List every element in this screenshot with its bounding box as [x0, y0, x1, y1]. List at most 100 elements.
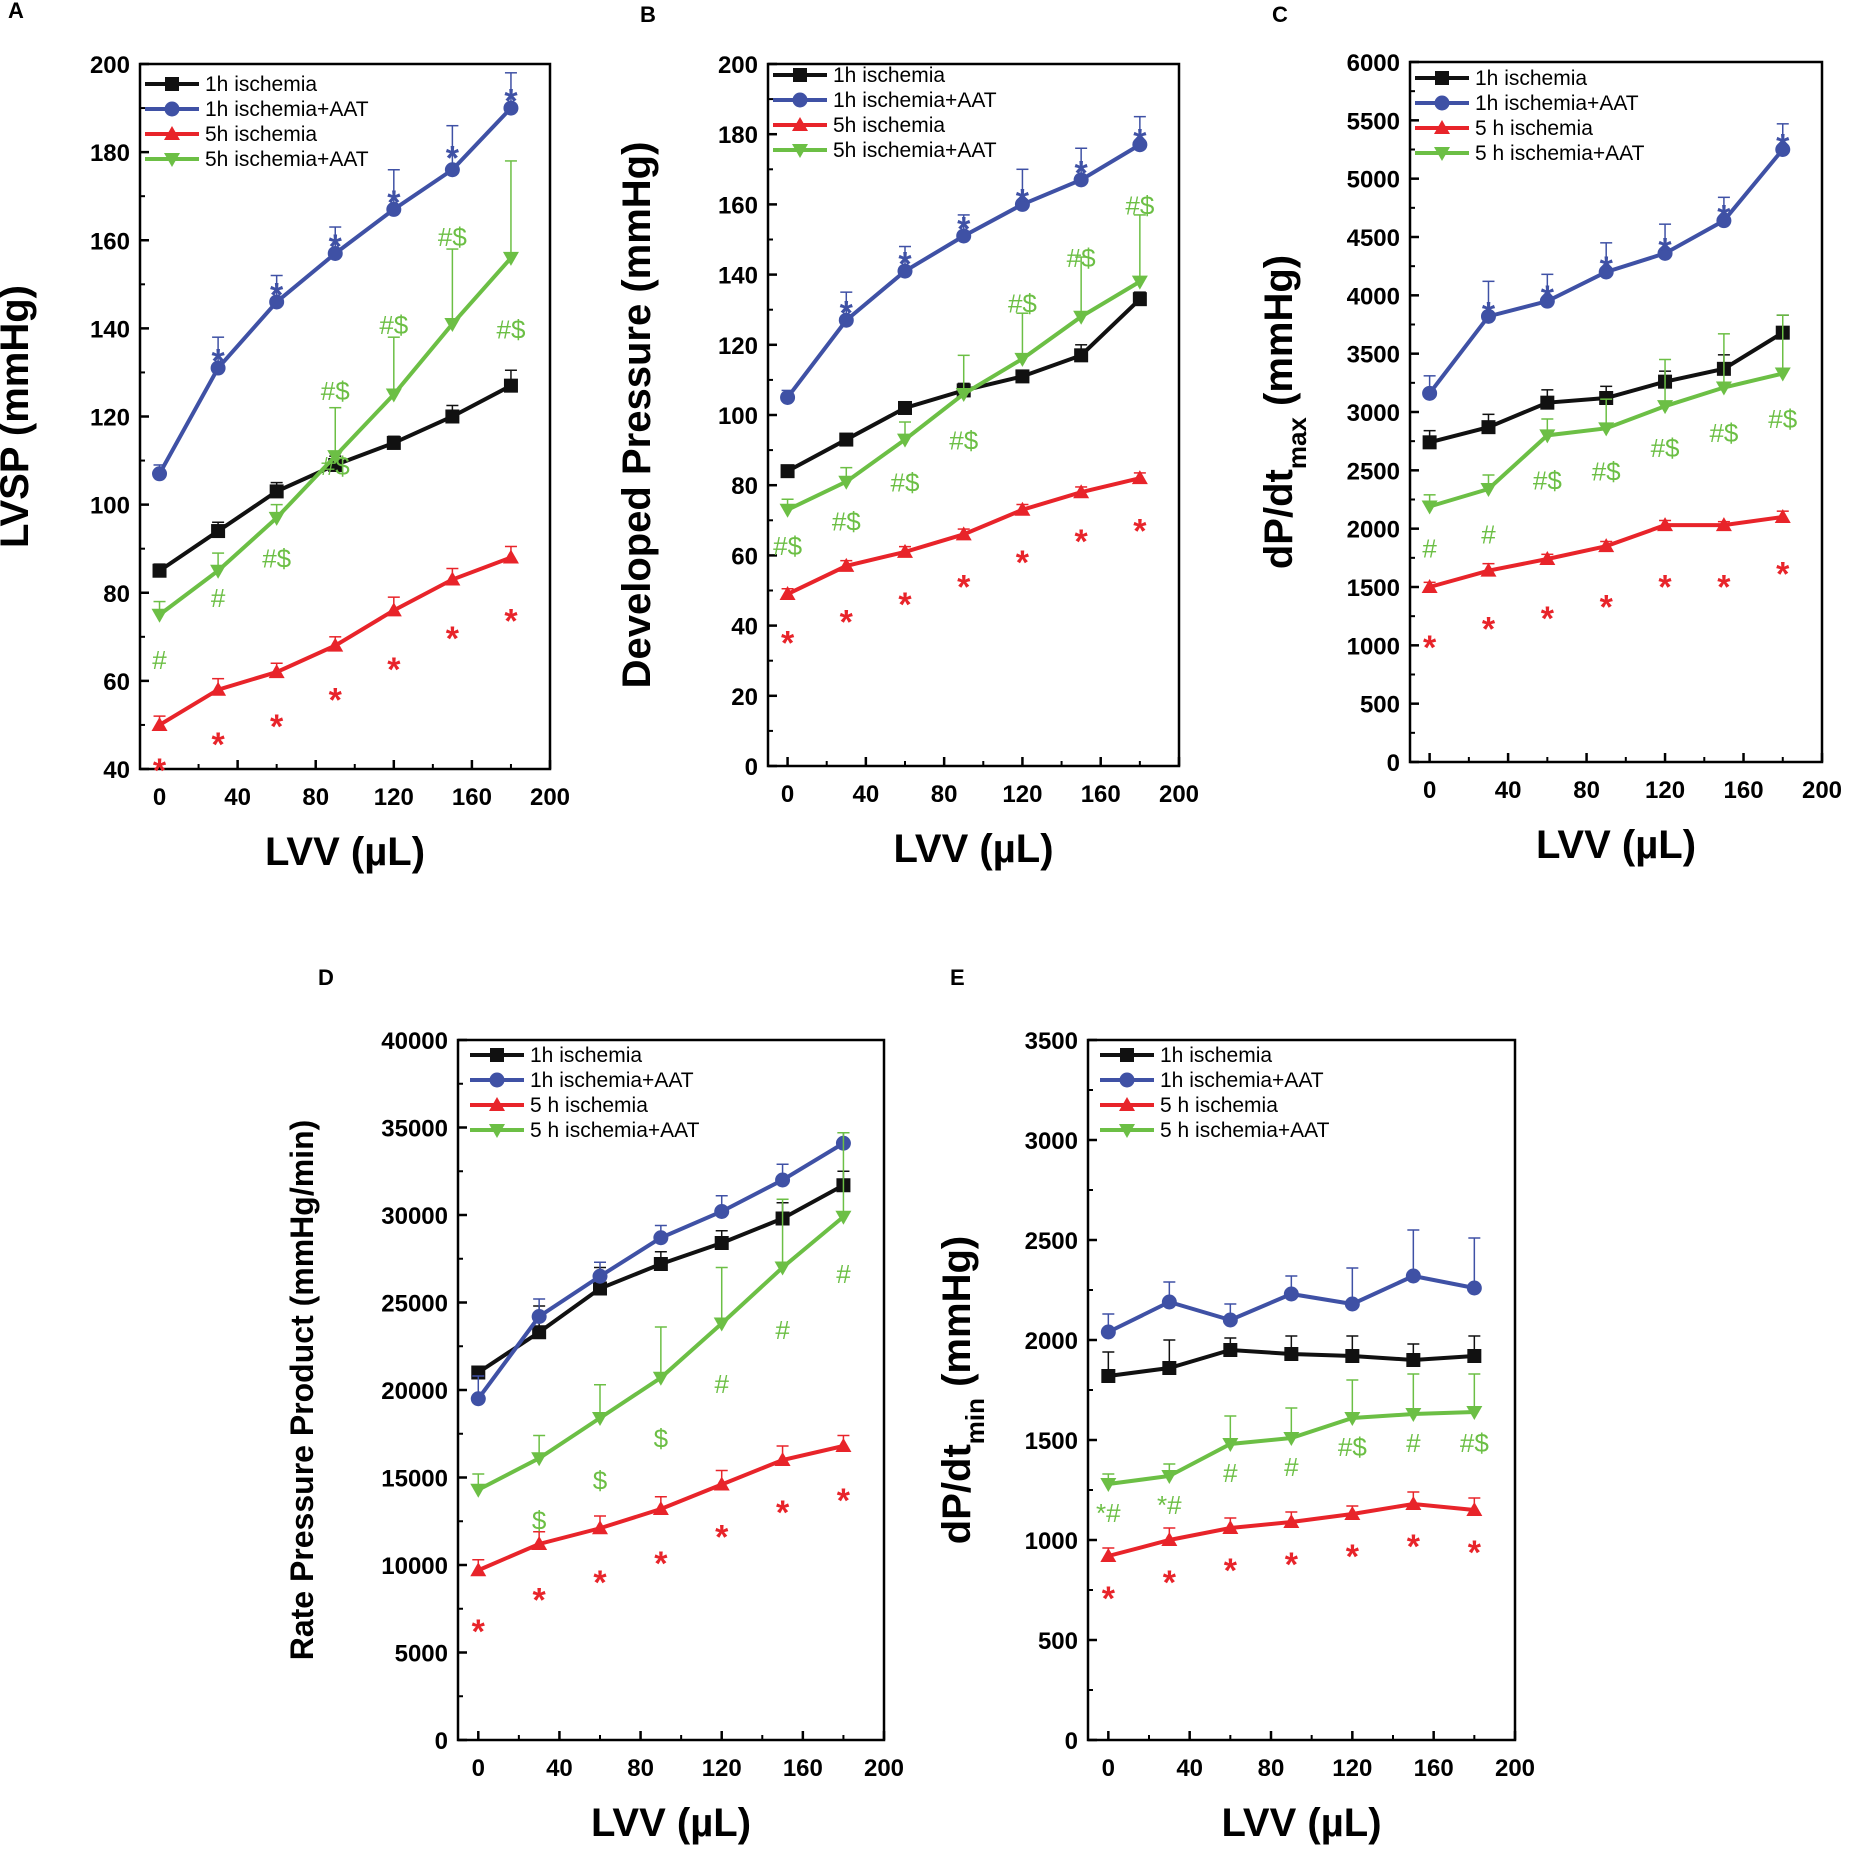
data-point	[1539, 551, 1556, 565]
significance-mark: #$	[1067, 243, 1096, 273]
series-green	[470, 1132, 852, 1498]
significance-mark: *	[1224, 1552, 1238, 1590]
data-point	[327, 245, 343, 261]
significance-mark: #$	[321, 376, 350, 406]
significance-mark: *	[211, 726, 225, 764]
data-point	[1421, 500, 1438, 515]
legend-marker	[489, 1097, 505, 1111]
y-tick-label: 25000	[381, 1291, 448, 1318]
data-point	[592, 1268, 608, 1284]
data-point	[1132, 292, 1147, 307]
data-point	[956, 228, 972, 244]
legend-entry: 1h ischemia+AAT	[1415, 92, 1639, 115]
data-point	[1014, 501, 1031, 516]
data-point	[1539, 429, 1556, 444]
x-tick-label: 120	[1645, 777, 1685, 804]
y-axis-title: dP/dtmin (mmHg)	[935, 1236, 990, 1544]
data-point	[444, 317, 461, 332]
legend-label: 1h ischemia+AAT	[1160, 1069, 1324, 1092]
significance-mark: *	[446, 620, 460, 658]
x-axis-title: LVV (µL)	[265, 830, 425, 874]
data-point	[1405, 1268, 1421, 1284]
x-tick-label: 40	[853, 781, 880, 808]
data-point	[503, 378, 518, 393]
x-tick-label: 120	[1332, 1755, 1372, 1782]
data-point	[1100, 1478, 1117, 1492]
significance-mark: *	[898, 246, 912, 284]
series-blue	[152, 72, 519, 482]
data-point	[1598, 422, 1615, 437]
data-point	[386, 435, 401, 450]
legend-label: 5h ischemia+AAT	[205, 148, 369, 171]
series-black	[1101, 1335, 1482, 1383]
data-point	[1222, 1312, 1238, 1328]
data-point	[1283, 1514, 1300, 1528]
significance-mark: *	[1482, 611, 1496, 649]
y-axis-title: dP/dtmax (mmHg)	[1257, 255, 1312, 569]
data-point	[1405, 1408, 1422, 1422]
data-point	[502, 549, 519, 564]
series-blue	[470, 1132, 851, 1407]
x-tick-label: 120	[1002, 781, 1042, 808]
data-point	[385, 388, 402, 403]
data-point	[780, 464, 795, 479]
data-point	[1466, 1502, 1483, 1516]
y-tick-label: 1000	[1347, 633, 1400, 660]
data-point	[327, 637, 344, 652]
data-point	[1599, 391, 1614, 405]
y-tick-label: 3000	[1347, 400, 1400, 427]
data-point	[386, 201, 402, 217]
data-point	[1131, 470, 1148, 485]
significance-mark: *	[1717, 569, 1731, 607]
y-tick-label: 80	[103, 581, 130, 608]
legend-label: 1h ischemia	[530, 1044, 642, 1067]
legend-entry: 5h ischemia+AAT	[145, 148, 369, 171]
y-tick-label: 2000	[1025, 1328, 1078, 1355]
data-point	[593, 1281, 607, 1296]
legend-entry: 5h ischemia+AAT	[773, 139, 997, 162]
legend-label: 5 h ischemia+AAT	[1160, 1119, 1330, 1142]
significance-mark: #$	[1768, 404, 1797, 434]
data-point	[1101, 1369, 1116, 1383]
data-point	[1131, 275, 1148, 290]
legend-entry: 1h ischemia	[1415, 67, 1587, 90]
significance-mark: #$	[949, 426, 978, 456]
y-tick-label: 6000	[1347, 50, 1400, 77]
x-tick-label: 40	[1176, 1755, 1203, 1782]
legend-entry: 1h ischemia	[773, 64, 945, 87]
significance-mark: *	[446, 140, 460, 178]
significance-mark: *	[1776, 556, 1790, 594]
data-point	[1344, 1506, 1361, 1520]
significance-mark: #$	[1651, 433, 1680, 463]
legend-entry: 5 h ischemia	[1100, 1094, 1278, 1117]
legend-label: 1h ischemia+AAT	[833, 89, 997, 112]
x-tick-label: 0	[781, 781, 794, 808]
y-axis-title-subscript: max	[1282, 417, 1312, 470]
data-point	[955, 387, 972, 402]
data-point	[774, 1261, 791, 1276]
y-tick-label: 160	[718, 192, 758, 219]
y-tick-label: 120	[90, 405, 130, 432]
data-point	[1657, 245, 1673, 261]
data-point	[1014, 196, 1030, 212]
significance-mark: *	[715, 1519, 729, 1557]
y-tick-label: 100	[90, 493, 130, 520]
panel-letter: C	[1272, 2, 1288, 27]
significance-mark: *	[1482, 296, 1496, 334]
significance-mark: *	[593, 1564, 607, 1602]
significance-mark: *	[957, 210, 971, 248]
legend-entry: 1h ischemia+AAT	[145, 98, 369, 121]
significance-mark: *	[1423, 629, 1437, 667]
data-point	[653, 1230, 669, 1246]
series-red	[1100, 1491, 1483, 1562]
x-tick-label: 160	[1414, 1755, 1454, 1782]
data-point	[897, 433, 913, 448]
data-point	[835, 1210, 852, 1225]
legend-label: 5 h ischemia	[530, 1094, 648, 1117]
data-point	[445, 409, 460, 424]
data-point	[1162, 1361, 1177, 1375]
data-point	[898, 400, 912, 415]
data-point	[1073, 172, 1089, 188]
y-tick-label: 30000	[381, 1203, 448, 1230]
data-point	[653, 1257, 668, 1271]
